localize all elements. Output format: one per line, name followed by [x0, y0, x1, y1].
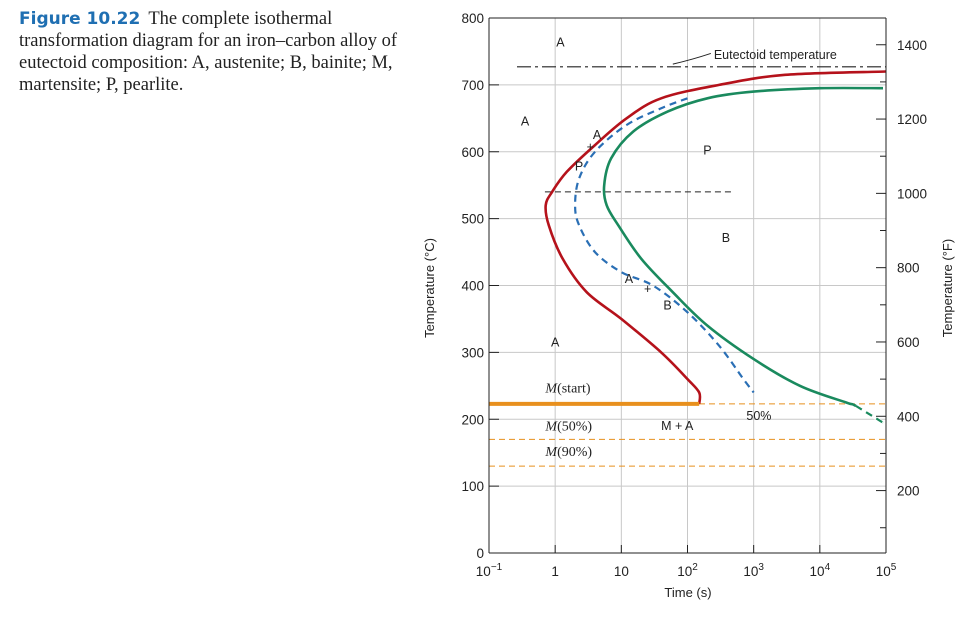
y-tick-label: 200	[461, 412, 484, 427]
path-marker: +	[644, 282, 651, 296]
axis-ticks: 0 100 200 300 400 500 600 700 800 200 400 600 800 100…	[461, 11, 927, 579]
figure-caption: Figure 10.22 The complete isothermal tran…	[19, 8, 399, 96]
x-tick-label: 102	[677, 562, 698, 579]
annotation-m-50-: M(50%)	[544, 420, 592, 435]
y-tick-label: 700	[461, 78, 484, 93]
completion-curve-extrapolated	[855, 404, 884, 424]
caption-text: The complete isothermal transformation d…	[19, 9, 398, 95]
figure-label: Figure 10.22	[19, 9, 141, 29]
annotation-a: A	[521, 115, 530, 129]
eutectoid-leader	[672, 52, 711, 65]
x-tick-label: 105	[876, 562, 897, 579]
x-tick-label: 104	[810, 562, 831, 579]
annotation-eutectoid-temperature: Eutectoid temperature	[714, 48, 837, 62]
x-tick-label: 103	[743, 562, 764, 579]
annotation-b: B	[663, 299, 671, 313]
reference-lines	[489, 191, 886, 467]
y-tick-label: 400	[461, 279, 484, 294]
annotation-m-a: M + A	[661, 419, 694, 433]
y2-tick-label: 600	[897, 335, 920, 350]
y-tick-label: 500	[461, 212, 484, 227]
annotation-a: A	[625, 272, 634, 286]
y-tick-label: 600	[461, 145, 484, 160]
annotation-a: A	[556, 36, 565, 50]
y2-tick-label: 1400	[897, 38, 927, 53]
y-tick-label: 0	[476, 546, 484, 561]
x-tick-label: 1	[551, 564, 559, 579]
y-tick-label: 100	[461, 479, 484, 494]
x-axis-label: Time (s)	[664, 585, 711, 600]
annotation-p: P	[703, 143, 711, 157]
50-completion-curve	[573, 97, 755, 394]
y2-axis-label: Temperature (°F)	[940, 239, 955, 337]
transformation-completion-curve	[602, 86, 884, 424]
annotation-m-start-: M(start)	[544, 382, 590, 397]
y-tick-label: 800	[461, 11, 484, 26]
annotation-b: B	[722, 231, 730, 245]
y2-tick-label: 800	[897, 261, 920, 276]
y2-tick-label: 1200	[897, 112, 927, 127]
x-tick-label: 10	[614, 564, 629, 579]
annotation-50pct: 50%	[746, 409, 771, 423]
annotation-a: A	[593, 128, 602, 142]
y2-tick-label: 200	[897, 484, 920, 499]
y-axis-label: Temperature (°C)	[422, 238, 437, 338]
y-tick-label: 300	[461, 345, 484, 360]
series	[489, 66, 887, 425]
path-marker: +	[587, 140, 594, 154]
transformation-start-curve	[544, 70, 887, 405]
grid	[488, 17, 887, 554]
annotation-a: A	[551, 335, 560, 349]
annotation-m-90-: M(90%)	[544, 445, 592, 460]
y2-tick-label: 1000	[897, 186, 927, 201]
x-tick-label: 10−1	[476, 562, 503, 579]
annotation-p: P	[575, 159, 583, 173]
annotations: + + Eutectoid temperature A A A A P P A B B 50% M + A…	[521, 36, 837, 460]
y2-tick-label: 400	[897, 409, 920, 424]
